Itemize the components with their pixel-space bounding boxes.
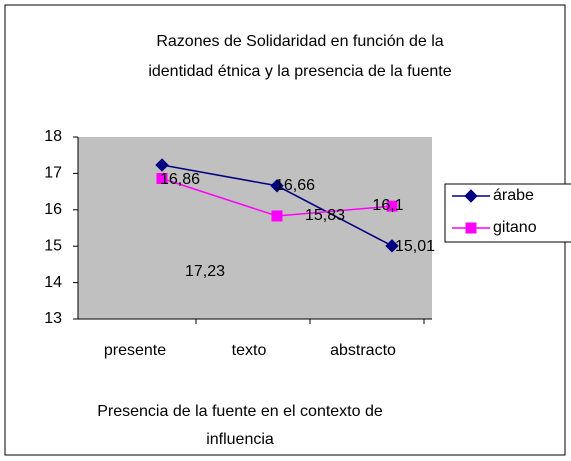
x-axis-title-line: influencia xyxy=(206,431,274,448)
point xyxy=(385,239,399,253)
point xyxy=(270,179,284,193)
y-tick-label: 14 xyxy=(44,274,62,291)
x-tick-label: presente xyxy=(104,342,166,359)
data-label: 15,01 xyxy=(395,238,435,255)
chart-title-line: identidad étnica y la presencia de la fu… xyxy=(148,63,451,80)
chart-title-line: Razones de Solidaridad en función de la xyxy=(156,33,443,50)
point xyxy=(156,172,168,184)
y-tick-label: 13 xyxy=(44,310,62,327)
data-label: 15,83 xyxy=(305,207,345,224)
y-tick-label: 17 xyxy=(44,165,62,182)
point xyxy=(386,200,398,212)
plot-area xyxy=(78,137,432,319)
x-tick-label: texto xyxy=(232,342,267,359)
point xyxy=(271,210,283,222)
point xyxy=(465,222,477,234)
x-axis-title-line: Presencia de la fuente en el contexto de xyxy=(97,403,383,420)
point xyxy=(155,158,169,172)
data-label: 16,66 xyxy=(275,177,315,194)
data-label: 17,23 xyxy=(185,263,225,280)
y-tick-label: 18 xyxy=(44,128,62,145)
data-label: 16,86 xyxy=(160,171,200,188)
x-tick-label: abstracto xyxy=(330,342,396,359)
legend-label: árabe xyxy=(493,187,534,204)
data-label: 16,1 xyxy=(372,197,403,214)
point xyxy=(464,189,478,203)
y-tick-label: 15 xyxy=(44,237,62,254)
y-tick-label: 16 xyxy=(44,201,62,218)
legend-label: gitano xyxy=(493,219,537,236)
